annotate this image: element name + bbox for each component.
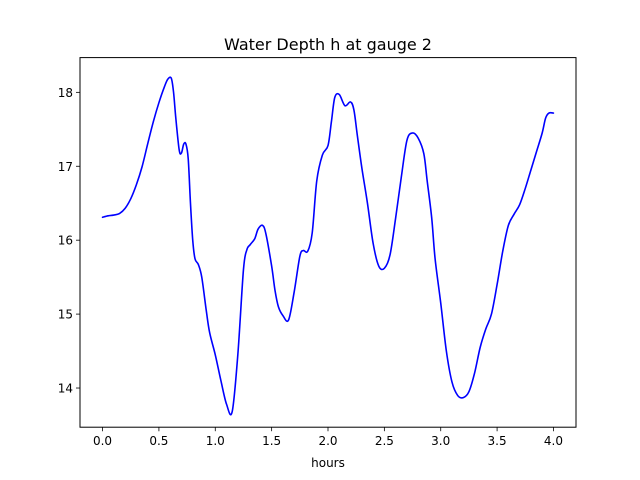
x-tick-label: 3.5 (488, 434, 507, 448)
series-line (101, 76, 555, 416)
x-axis-label: hours (311, 456, 345, 470)
x-tick-label: 1.5 (262, 434, 281, 448)
x-tick-label: 1.0 (206, 434, 225, 448)
plot-area (101, 76, 555, 416)
x-axis: 0.0 0.5 1.0 1.5 2.0 2.5 3.0 3.5 4.0 (93, 427, 563, 448)
x-tick-label: 2.5 (375, 434, 394, 448)
x-tick-label: 3.0 (431, 434, 450, 448)
chart-title: Water Depth h at gauge 2 (224, 35, 432, 54)
y-tick-label: 16 (58, 234, 73, 248)
x-tick-label: 0.0 (93, 434, 112, 448)
y-tick-label: 18 (58, 86, 73, 100)
y-tick-label: 14 (58, 382, 73, 396)
x-tick-label: 4.0 (544, 434, 563, 448)
x-tick-label: 0.5 (149, 434, 168, 448)
x-tick-label: 2.0 (318, 434, 337, 448)
y-tick-label: 15 (58, 308, 73, 322)
y-tick-label: 17 (58, 160, 73, 174)
y-axis: 14 15 16 17 18 (58, 86, 80, 396)
